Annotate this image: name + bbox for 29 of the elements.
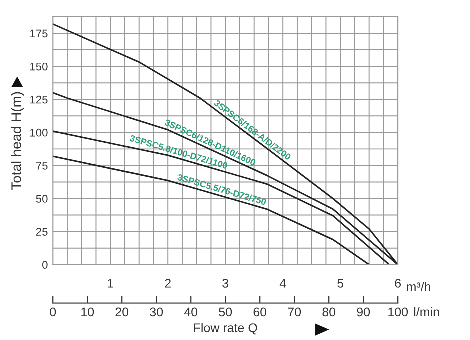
x-axis-title: m³/h <box>407 282 430 292</box>
y-tick-label: 125 <box>30 96 48 104</box>
x2-tick-label: 100 <box>388 308 408 317</box>
x2-tick-label: 40 <box>184 308 198 317</box>
text: l/min <box>414 307 440 317</box>
y-tick-label: 0 <box>42 261 48 269</box>
y-axis-title: Total head H(m) <box>11 92 24 190</box>
x2-tick-label: 20 <box>116 308 129 317</box>
y-tick-label: 150 <box>30 62 48 71</box>
x-tick-label: 5 <box>338 279 344 288</box>
y-tick-label: 175 <box>30 30 48 38</box>
x2-tick-label: 30 <box>150 308 164 317</box>
x2-tick-label: 80 <box>322 308 336 317</box>
x-tick-label: 2 <box>165 279 171 288</box>
x-tick-label: 6 <box>395 279 402 288</box>
x2-axis-title: Flow rate Q <box>194 323 258 335</box>
x-tick-label: 4 <box>280 279 286 288</box>
y-tick-label: 75 <box>36 162 48 170</box>
y-tick-label: 100 <box>30 128 48 137</box>
x2-tick-label: 90 <box>357 308 370 317</box>
x2-tick-label: 50 <box>219 308 232 317</box>
x2-tick-label: 10 <box>82 308 94 317</box>
y-tick-label: 50 <box>36 195 48 203</box>
x2-tick-label: 70 <box>288 308 302 317</box>
x-tick-label: 3 <box>222 279 229 288</box>
y-tick-label: 25 <box>36 228 48 236</box>
x2-tick-label: 60 <box>254 308 267 317</box>
x-tick-label: 1 <box>108 279 114 288</box>
x2-tick-label: 0 <box>50 308 56 317</box>
